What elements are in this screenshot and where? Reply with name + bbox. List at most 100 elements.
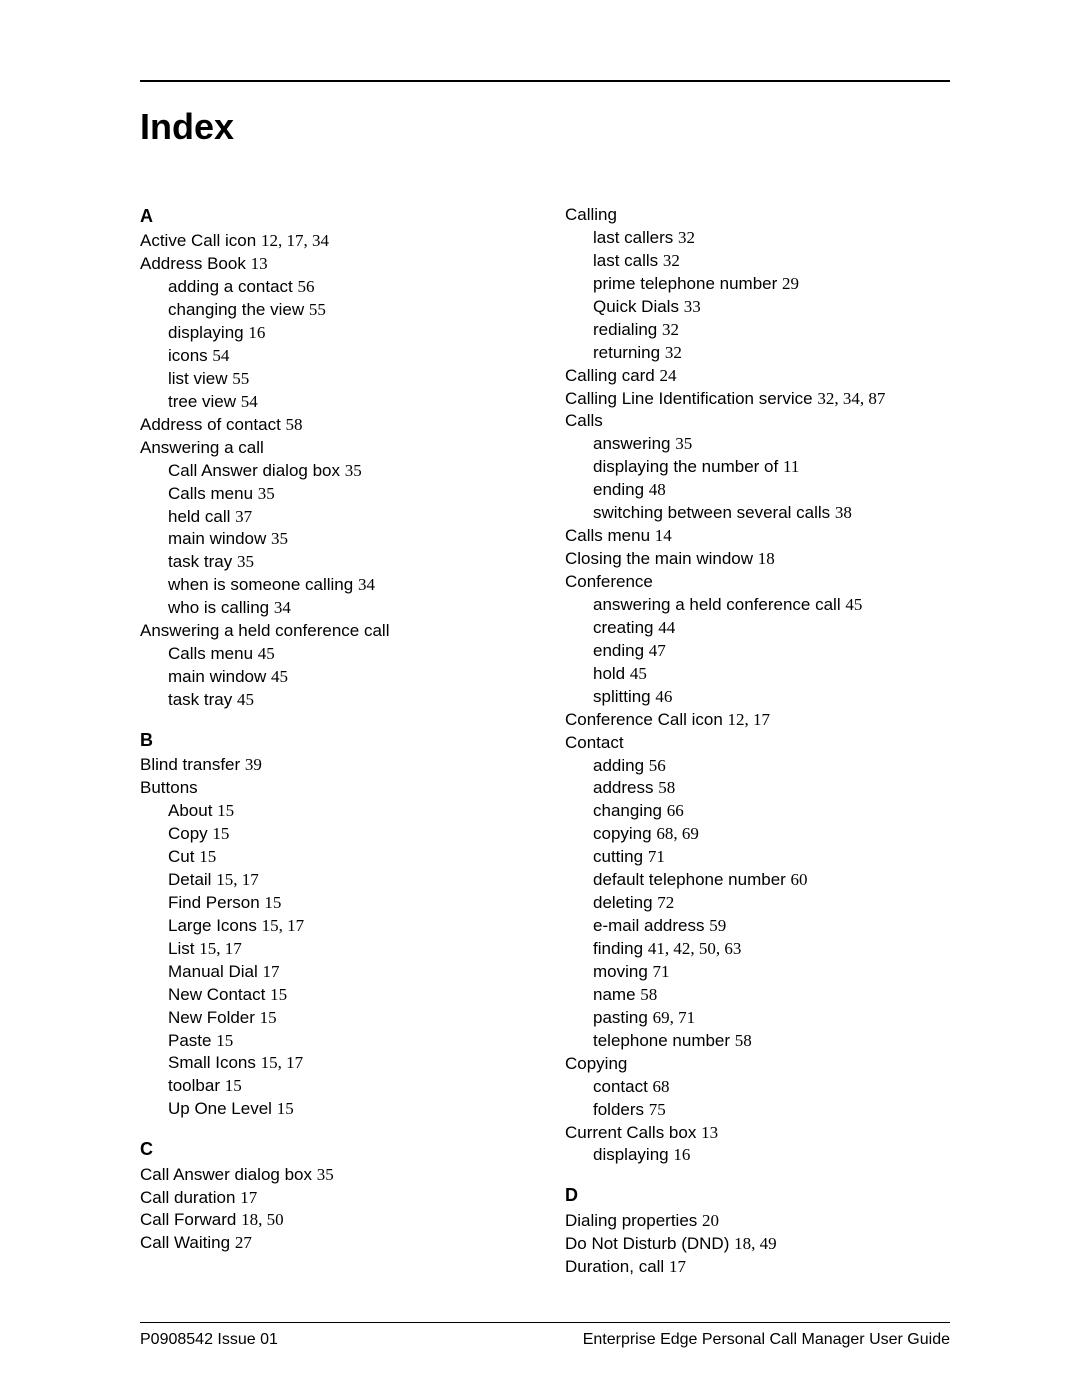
entry-pages: 15: [217, 801, 234, 820]
index-subentry: Call Answer dialog box 35: [168, 460, 525, 483]
index-subentry: when is someone calling 34: [168, 574, 525, 597]
entry-label: Conference: [565, 572, 653, 591]
entry-label: last calls: [593, 251, 658, 270]
index-subentry: List 15, 17: [168, 938, 525, 961]
entry-pages: 38: [835, 503, 852, 522]
entry-pages: 72: [657, 893, 674, 912]
entry-pages: 18, 49: [734, 1234, 777, 1253]
entry-pages: 17: [263, 962, 280, 981]
entry-label: Buttons: [140, 778, 198, 797]
index-entry: Address Book 13: [140, 253, 525, 276]
entry-label: About: [168, 801, 212, 820]
entry-label: returning: [593, 343, 660, 362]
index-subentry: adding a contact 56: [168, 276, 525, 299]
entry-label: Call Answer dialog box: [140, 1165, 312, 1184]
index-subentry: deleting 72: [593, 892, 950, 915]
entry-label: Up One Level: [168, 1099, 272, 1118]
entry-label: redialing: [593, 320, 657, 339]
entry-pages: 54: [212, 346, 229, 365]
index-subentry: Paste 15: [168, 1030, 525, 1053]
index-subentry: Up One Level 15: [168, 1098, 525, 1121]
entry-pages: 75: [649, 1100, 666, 1119]
index-entry: Do Not Disturb (DND) 18, 49: [565, 1233, 950, 1256]
entry-label: folders: [593, 1100, 644, 1119]
entry-pages: 18, 50: [241, 1210, 284, 1229]
entry-pages: 46: [655, 687, 672, 706]
index-subentry: redialing 32: [593, 319, 950, 342]
index-subentry: Small Icons 15, 17: [168, 1052, 525, 1075]
entry-label: Cut: [168, 847, 194, 866]
entry-pages: 17: [669, 1257, 686, 1276]
index-subentry: list view 55: [168, 368, 525, 391]
entry-label: Calls: [565, 411, 603, 430]
entry-label: answering: [593, 434, 671, 453]
index-entry: Call Waiting 27: [140, 1232, 525, 1255]
index-subentry: New Contact 15: [168, 984, 525, 1007]
entry-label: creating: [593, 618, 653, 637]
footer-row: P0908542 Issue 01 Enterprise Edge Person…: [140, 1331, 950, 1349]
entry-pages: 47: [649, 641, 666, 660]
entry-pages: 45: [271, 667, 288, 686]
entry-label: Do Not Disturb (DND): [565, 1234, 729, 1253]
entry-pages: 32: [662, 320, 679, 339]
entry-pages: 34: [274, 598, 291, 617]
entry-label: Paste: [168, 1031, 211, 1050]
top-rule: [140, 80, 950, 82]
entry-label: Call Forward: [140, 1210, 236, 1229]
index-subentry: moving 71: [593, 961, 950, 984]
entry-pages: 45: [630, 664, 647, 683]
entry-pages: 18: [758, 549, 775, 568]
entry-label: default telephone number: [593, 870, 786, 889]
entry-label: Find Person: [168, 893, 260, 912]
index-subentry: last calls 32: [593, 250, 950, 273]
index-entry: Copying: [565, 1053, 950, 1076]
entry-label: Calling: [565, 205, 617, 224]
entry-label: Large Icons: [168, 916, 257, 935]
index-subentry: hold 45: [593, 663, 950, 686]
index-subentry: pasting 69, 71: [593, 1007, 950, 1030]
entry-label: Call duration: [140, 1188, 235, 1207]
entry-pages: 68: [653, 1077, 670, 1096]
entry-label: Copy: [168, 824, 208, 843]
entry-pages: 37: [235, 507, 252, 526]
index-subentry: ending 48: [593, 479, 950, 502]
entry-label: adding a contact: [168, 277, 293, 296]
index-subentry: Large Icons 15, 17: [168, 915, 525, 938]
entry-label: moving: [593, 962, 648, 981]
index-entry: Calls menu 14: [565, 525, 950, 548]
entry-label: Manual Dial: [168, 962, 258, 981]
entry-label: Address Book: [140, 254, 246, 273]
index-entry: Calling: [565, 204, 950, 227]
entry-pages: 32, 34, 87: [817, 389, 885, 408]
entry-pages: 71: [653, 962, 670, 981]
entry-pages: 45: [845, 595, 862, 614]
index-entry: Current Calls box 13: [565, 1122, 950, 1145]
entry-label: New Folder: [168, 1008, 255, 1027]
entry-label: deleting: [593, 893, 653, 912]
index-subentry: default telephone number 60: [593, 869, 950, 892]
entry-label: icons: [168, 346, 208, 365]
entry-pages: 54: [241, 392, 258, 411]
entry-pages: 17: [240, 1188, 257, 1207]
entry-label: Current Calls box: [565, 1123, 696, 1142]
entry-label: telephone number: [593, 1031, 730, 1050]
entry-label: splitting: [593, 687, 651, 706]
index-entry: Closing the main window 18: [565, 548, 950, 571]
index-entry: Duration, call 17: [565, 1256, 950, 1279]
entry-pages: 60: [791, 870, 808, 889]
entry-pages: 15, 17: [216, 870, 259, 889]
entry-label: Calls menu: [565, 526, 650, 545]
index-subentry: Find Person 15: [168, 892, 525, 915]
index-subentry: changing 66: [593, 800, 950, 823]
entry-label: Call Waiting: [140, 1233, 230, 1252]
entry-label: Active Call icon: [140, 231, 256, 250]
index-entry: Answering a held conference call: [140, 620, 525, 643]
entry-pages: 34: [358, 575, 375, 594]
entry-label: list view: [168, 369, 228, 388]
entry-pages: 44: [658, 618, 675, 637]
entry-label: last callers: [593, 228, 673, 247]
index-subentry: prime telephone number 29: [593, 273, 950, 296]
index-subentry: New Folder 15: [168, 1007, 525, 1030]
entry-label: Address of contact: [140, 415, 281, 434]
entry-pages: 55: [232, 369, 249, 388]
